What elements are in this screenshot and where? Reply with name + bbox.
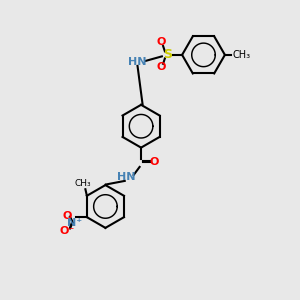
Text: CH₃: CH₃ xyxy=(232,50,250,60)
Text: S: S xyxy=(163,48,172,62)
Text: HN: HN xyxy=(128,57,147,67)
Text: N⁺: N⁺ xyxy=(67,218,82,228)
Text: O: O xyxy=(150,158,159,167)
Text: O⁻: O⁻ xyxy=(60,226,75,236)
Text: O: O xyxy=(63,211,72,221)
Text: HN: HN xyxy=(117,172,136,182)
Text: O: O xyxy=(156,62,165,72)
Text: O: O xyxy=(156,38,165,47)
Text: CH₃: CH₃ xyxy=(74,179,91,188)
